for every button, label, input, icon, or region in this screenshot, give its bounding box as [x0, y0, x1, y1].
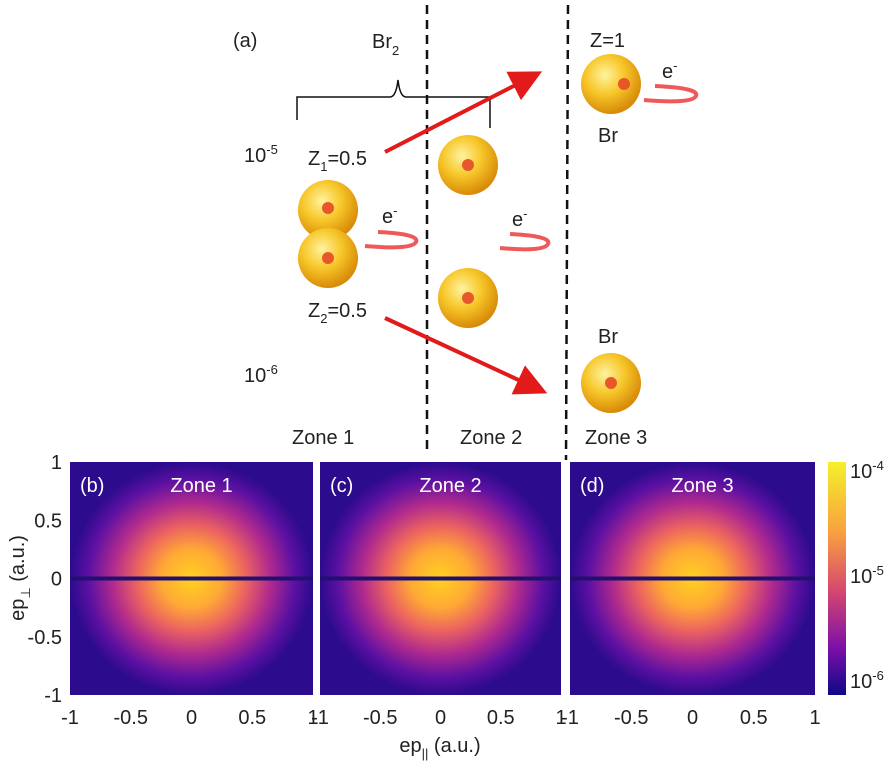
center-band	[70, 577, 313, 581]
x-tick-label: 0.5	[740, 707, 768, 729]
y-tick-label: 1	[51, 452, 62, 474]
panel-title: Zone 3	[671, 475, 733, 497]
y-tick-label: -1	[44, 685, 62, 707]
x-tick-label: -1	[311, 707, 329, 729]
x-tick-label: 0	[186, 707, 197, 729]
zone-label: Zone 1	[292, 427, 354, 449]
panel-label: (a)	[233, 30, 257, 52]
atom-label: Br	[598, 326, 618, 348]
diagram: (a) Br2 Z1=0.5 Z2=0.5 Z=1 Br Br e- e- e-…	[233, 5, 696, 460]
figure: (a) Br2 Z1=0.5 Z2=0.5 Z=1 Br Br e- e- e-…	[0, 0, 890, 773]
colorbar-tick-label: 10-4	[850, 458, 884, 483]
x-tick-label: -0.5	[363, 707, 397, 729]
atom-label: Br	[598, 125, 618, 147]
x-tick-label: -0.5	[114, 707, 148, 729]
y-tick-label: 0.5	[34, 510, 62, 532]
y-axis-label: ep⊥ (a.u.)	[7, 535, 33, 621]
x-tick-label: 0	[687, 707, 698, 729]
center-band	[320, 577, 561, 581]
colorbar-tick-label: 10-5	[850, 563, 884, 588]
x-tick-label: 0	[435, 707, 446, 729]
charge-label: Z=1	[590, 30, 625, 52]
arrow	[385, 318, 540, 390]
panel-label: (b)	[80, 475, 104, 497]
x-tick-label: -1	[61, 707, 79, 729]
level-label: 10-6	[244, 362, 278, 387]
x-tick-label: 0.5	[238, 707, 266, 729]
charge-label: Z2=0.5	[308, 300, 367, 326]
x-axis-label: ep|| (a.u.)	[399, 735, 480, 761]
center-band	[570, 577, 815, 581]
charge-label: Z1=0.5	[308, 148, 367, 174]
level-label: 10-5	[244, 142, 278, 167]
panel-label: (d)	[580, 475, 604, 497]
molecule-label: Br2	[372, 31, 399, 58]
electron-label: e-	[662, 58, 677, 83]
y-tick-label: -0.5	[28, 627, 62, 649]
electron-orbit	[365, 86, 696, 249]
panel-title: Zone 1	[170, 475, 232, 497]
x-tick-label: 0.5	[487, 707, 515, 729]
x-tick-label: 1	[809, 707, 820, 729]
colorbar	[828, 462, 846, 695]
x-tick-label: -0.5	[614, 707, 648, 729]
electron-label: e-	[512, 206, 527, 231]
zone-label: Zone 2	[460, 427, 522, 449]
zone-divider	[566, 5, 568, 460]
colorbar-tick-label: 10-6	[850, 668, 884, 693]
heatmaps: (b) Zone 1 (c) Zone 2 (d) Zone 3	[70, 462, 815, 695]
panel-label: (c)	[330, 475, 353, 497]
y-tick-label: 0	[51, 569, 62, 591]
panel-title: Zone 2	[419, 475, 481, 497]
electron-label: e-	[382, 203, 397, 228]
x-tick-label: -1	[561, 707, 579, 729]
brace	[297, 80, 490, 128]
zone-label: Zone 3	[585, 427, 647, 449]
